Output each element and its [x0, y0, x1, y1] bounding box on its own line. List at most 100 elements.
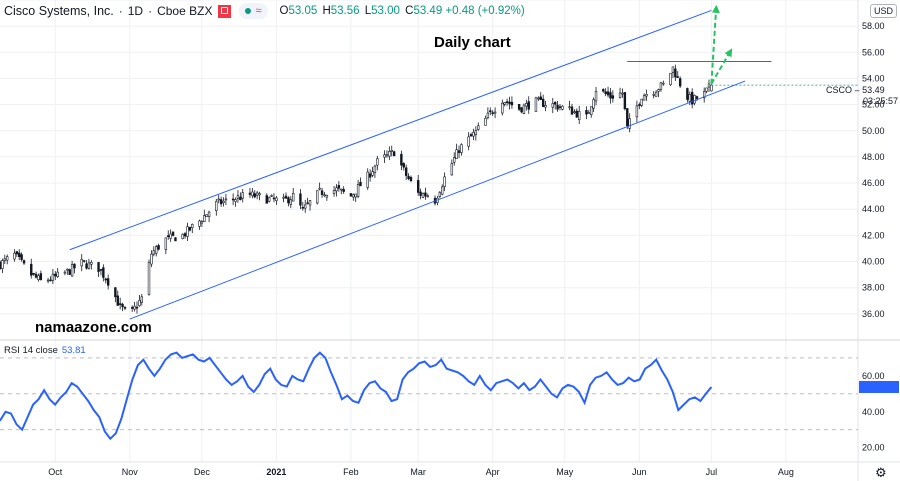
- symbol-name[interactable]: Cisco Systems, Inc.: [4, 4, 114, 18]
- candle-body: [621, 92, 624, 95]
- candle-body: [332, 189, 336, 194]
- market-open-dot-icon: [245, 8, 252, 14]
- candle-body: [505, 101, 509, 103]
- candle-body: [606, 91, 610, 96]
- projection-arrow: [710, 4, 720, 84]
- ohlc-readout: O53.05 H53.56 L53.00 C53.49 +0.48 (+0.92…: [278, 5, 525, 17]
- candle-body: [73, 263, 76, 269]
- candle-body: [104, 278, 107, 281]
- candle-body: [392, 151, 396, 157]
- candle-body: [340, 188, 343, 191]
- candle-body: [686, 88, 689, 100]
- candle-body: [628, 118, 631, 129]
- candle-body: [354, 193, 357, 198]
- price-tick-label: 52.00: [862, 100, 885, 110]
- candle-body: [183, 233, 187, 237]
- candle-body: [68, 269, 71, 275]
- candle-body: [642, 95, 646, 101]
- candle-body: [15, 251, 19, 255]
- candle-body: [284, 195, 288, 199]
- market-status-pill[interactable]: ≈: [239, 3, 268, 19]
- candle-body: [623, 92, 627, 110]
- price-tick-label: 44.00: [862, 204, 885, 214]
- rsi-value-tag: [859, 380, 899, 393]
- candle-body: [150, 253, 153, 265]
- candle-body: [239, 196, 242, 201]
- candle-body: [231, 198, 235, 201]
- candle-body: [707, 83, 711, 88]
- candle-body: [152, 250, 156, 255]
- candle-body: [366, 171, 369, 188]
- candle-body: [140, 296, 143, 303]
- candle-body: [671, 66, 675, 73]
- candle-body: [573, 111, 576, 114]
- candle-body: [342, 189, 345, 192]
- candle-body: [133, 305, 136, 310]
- last-price-value: 53.49: [862, 85, 885, 96]
- candle-body: [30, 263, 33, 276]
- candle-body: [486, 112, 490, 118]
- gear-icon[interactable]: ⚙: [875, 465, 887, 480]
- candle-body: [654, 91, 658, 97]
- candle-body: [467, 136, 470, 147]
- candle-body: [409, 177, 413, 181]
- candle-body: [13, 252, 16, 260]
- candle-body: [592, 99, 595, 109]
- exchange-label: Cboe BZX: [157, 4, 213, 18]
- candle-body: [503, 102, 506, 105]
- candle-body: [539, 96, 542, 100]
- candle-body: [255, 192, 259, 196]
- candle-body: [6, 256, 9, 261]
- candle-body: [491, 112, 494, 114]
- candle-body: [611, 95, 615, 99]
- rsi-legend[interactable]: RSI 14 close 53.81: [4, 345, 86, 356]
- candle-body: [695, 96, 699, 99]
- candle-body: [484, 118, 487, 126]
- candle-body: [460, 144, 463, 153]
- candle-body: [3, 258, 7, 261]
- candle-body: [678, 78, 682, 87]
- candle-body: [272, 197, 276, 200]
- candle-body: [522, 104, 526, 114]
- candle-body: [51, 273, 55, 281]
- price-tick-label: 48.00: [862, 152, 885, 162]
- candle-body: [424, 192, 427, 197]
- candle-body: [304, 204, 307, 209]
- currency-button[interactable]: USD: [870, 4, 898, 18]
- candle-body: [99, 269, 103, 271]
- candle-body: [508, 101, 511, 105]
- candle-body: [368, 173, 372, 178]
- low-value: 53.00: [371, 5, 400, 17]
- candle-body: [501, 102, 504, 114]
- candle-body: [638, 104, 641, 106]
- candle-body: [258, 193, 261, 196]
- candle-body: [690, 91, 694, 105]
- candle-body: [335, 187, 338, 192]
- candle-body: [659, 82, 663, 90]
- candle-body: [438, 192, 442, 197]
- candle-body: [253, 193, 256, 198]
- candle-body: [118, 303, 122, 305]
- rsi-tick-label: 40.00: [862, 407, 885, 417]
- candle-body: [645, 94, 648, 97]
- close-value: 53.49: [413, 5, 443, 17]
- candle-body: [56, 271, 59, 277]
- candle-body: [640, 98, 643, 106]
- rsi-last-value: 53.81: [61, 345, 86, 356]
- price-tick-label: 58.00: [862, 21, 885, 31]
- candle-body: [337, 185, 341, 189]
- candle-body: [558, 106, 562, 108]
- candle-body: [20, 254, 23, 260]
- candle-body: [349, 193, 353, 197]
- candle-body: [181, 234, 184, 239]
- candle-body: [34, 273, 38, 278]
- candle-body: [352, 194, 355, 198]
- price-tick-label: 36.00: [862, 309, 885, 319]
- candle-body: [155, 246, 158, 254]
- candle-body: [537, 97, 540, 100]
- flag-icon[interactable]: [218, 4, 232, 18]
- change-value: +0.48 (+0.92%): [445, 5, 525, 17]
- interval-label[interactable]: 1D: [127, 4, 144, 18]
- candle-body: [441, 186, 444, 195]
